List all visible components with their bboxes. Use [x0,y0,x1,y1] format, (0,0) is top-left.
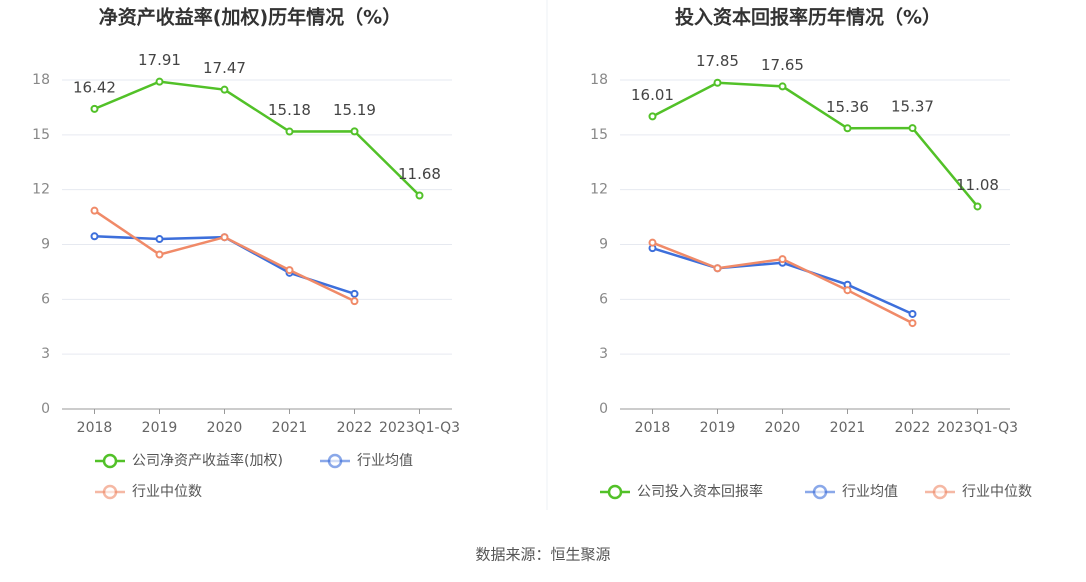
data-point [415,191,424,200]
legend-marker [102,484,118,500]
legend-marker [932,484,948,500]
x-tick-label: 2022 [895,420,931,436]
y-tick-label: 18 [32,72,50,88]
y-tick-label: 3 [41,346,50,362]
data-label: 17.91 [138,51,181,69]
data-point [285,266,294,275]
data-point [90,104,99,113]
data-point [220,233,229,242]
y-tick-label: 3 [599,346,608,362]
data-label: 17.85 [696,52,739,70]
x-tick-label: 2018 [635,420,671,436]
data-point [713,78,722,87]
legend-marker [327,453,343,469]
y-tick-label: 9 [41,237,50,253]
data-point [778,82,787,91]
data-point [90,232,99,241]
y-tick-label: 15 [590,127,608,143]
data-point [155,235,164,244]
y-tick-label: 9 [599,237,608,253]
y-tick-label: 12 [32,182,50,198]
data-label: 15.37 [891,98,934,116]
data-point [350,127,359,136]
chart-title: 投入资本回报率历年情况（%） [675,6,941,29]
y-tick-label: 6 [599,291,608,307]
data-point [155,250,164,259]
legend-marker [607,484,623,500]
x-tick-label: 2019 [700,420,736,436]
data-point [908,319,917,328]
data-point [285,127,294,136]
data-point [713,264,722,273]
series-line [94,80,421,197]
legend-label: 公司净资产收益率(加权) [132,452,283,469]
data-label: 15.19 [333,101,376,119]
legend-label: 行业均值 [357,453,413,469]
x-tick-label: 2019 [142,420,178,436]
data-label: 15.18 [268,101,311,119]
data-point [648,238,657,247]
x-tick-label: 2021 [272,420,308,436]
x-tick-label: 2022 [337,420,373,436]
legend-label: 行业中位数 [132,484,202,500]
data-point [908,124,917,133]
legend-label: 行业均值 [842,484,898,500]
data-point [350,289,359,298]
y-tick-label: 15 [32,127,50,143]
data-point [648,112,657,121]
y-tick-label: 12 [590,182,608,198]
series-line [93,209,356,303]
data-label: 17.47 [203,59,246,77]
y-tick-label: 6 [41,291,50,307]
legend-label: 行业中位数 [962,484,1032,500]
data-label: 16.42 [73,78,116,96]
legend-label: 公司投入资本回报率 [637,483,763,500]
data-label: 11.68 [398,165,441,183]
source-note: 数据来源：恒生聚源 [475,546,610,564]
y-tick-label: 0 [41,401,50,417]
data-point [90,206,99,215]
data-point [973,202,982,211]
y-tick-label: 18 [590,72,608,88]
data-point [843,286,852,295]
data-point [778,255,787,264]
x-tick-label: 2020 [765,420,801,436]
x-tick-label: 2023Q1-Q3 [937,420,1018,436]
data-point [220,85,229,94]
chart-title: 净资产收益率(加权)历年情况（%） [99,6,401,29]
data-label: 17.65 [761,56,804,74]
data-label: 16.01 [631,86,674,104]
data-point [350,297,359,306]
data-point [908,309,917,318]
data-point [843,124,852,133]
data-point [155,77,164,86]
legend-marker [812,484,828,500]
series-line [651,81,979,208]
x-tick-label: 2018 [77,420,113,436]
legend-marker [102,453,118,469]
x-tick-label: 2020 [207,420,243,436]
x-tick-label: 2023Q1-Q3 [379,420,460,436]
y-tick-label: 0 [599,401,608,417]
data-label: 15.36 [826,98,869,116]
series-line [652,241,914,325]
x-tick-label: 2021 [830,420,866,436]
data-label: 11.08 [956,176,999,194]
